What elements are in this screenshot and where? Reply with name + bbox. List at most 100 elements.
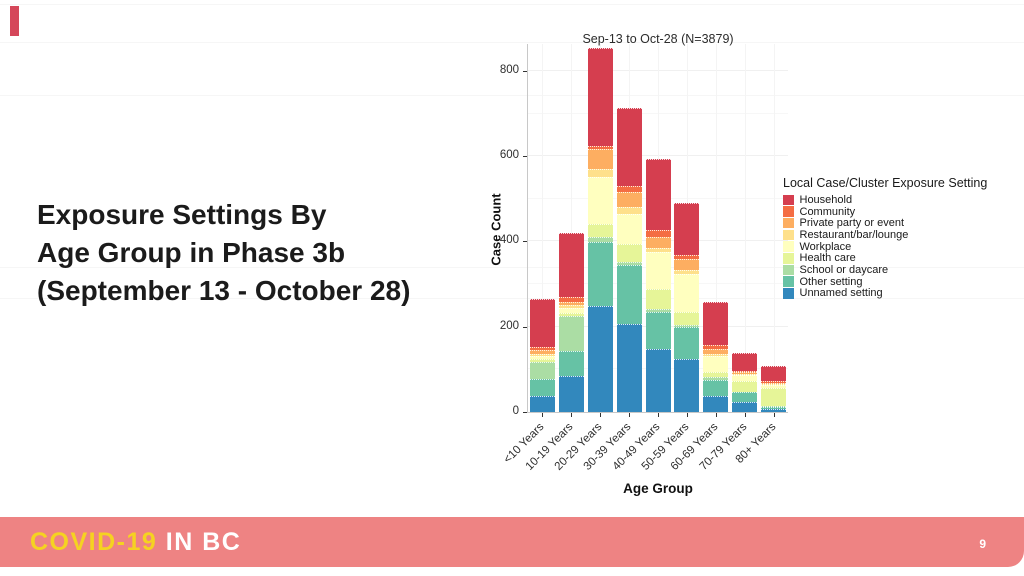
template-line (0, 95, 1024, 96)
bar-segment-health-care (587, 223, 613, 238)
legend-item: Private party or event (783, 217, 1018, 229)
bar-segment-workplace (616, 213, 642, 244)
template-line (0, 267, 1024, 268)
x-tick-mark (686, 413, 688, 417)
bar-segment-health-care (761, 388, 787, 407)
x-tick-mark (658, 413, 659, 417)
x-tick-mark (744, 413, 746, 417)
bar-segment-unnamed-setting (761, 409, 787, 412)
template-line (0, 42, 1024, 43)
y-tick-label: 400 (499, 234, 519, 247)
bar-segment-school-or-daycare (674, 324, 700, 328)
gridline-vertical (542, 44, 544, 412)
bar-segment-other-setting (761, 406, 787, 410)
bar-segment-household (587, 47, 613, 146)
y-tick-label: 0 (512, 405, 519, 417)
bar-segment-school-or-daycare (587, 237, 613, 243)
bar-segment-restaurant-bar-lounge (761, 383, 787, 385)
bar-segment-private-party-or-event (616, 191, 642, 207)
legend-item: Health care (783, 252, 1018, 264)
footer-brand-inbc: IN BC (157, 527, 242, 556)
bar-segment-other-setting (587, 242, 613, 307)
bar-segment-unnamed-setting (558, 375, 584, 412)
bar-segment-private-party-or-event (732, 372, 758, 375)
legend-swatch-icon (783, 229, 794, 241)
legend-label: Household (799, 193, 853, 206)
bar-segment-community (558, 296, 584, 302)
bar-segment-community (674, 255, 700, 259)
y-tick-mark (523, 412, 527, 413)
bar-segment-household (732, 352, 758, 372)
bar-segment-workplace (529, 355, 555, 360)
x-axis-line (527, 412, 788, 413)
y-tick-mark (523, 70, 527, 72)
x-tick-mark (600, 413, 602, 417)
x-axis-label: Age Group (623, 481, 693, 496)
legend-swatch-icon (783, 276, 794, 287)
slide-title-line-3: (September 13 - October 28) (37, 275, 411, 306)
bar-segment-health-care (616, 243, 642, 262)
legend-swatch-icon (783, 288, 794, 299)
x-tick-mark (773, 413, 775, 417)
bar-segment-health-care (558, 313, 584, 316)
bar-segment-restaurant-bar-lounge (674, 270, 700, 274)
bar-segment-community (616, 186, 642, 192)
x-tick-mark (571, 413, 573, 417)
legend-items: Household Community Private party or event… (783, 194, 1018, 299)
slide-title: Exposure Settings By Age Group in Phase … (37, 196, 497, 310)
bar-segment-private-party-or-event (529, 350, 555, 354)
bar-segment-school-or-daycare (732, 391, 758, 393)
bar-segment-restaurant-bar-lounge (616, 206, 642, 214)
legend-item: Community (783, 206, 1018, 218)
bar-segment-unnamed-setting (587, 306, 613, 412)
legend-label: School or daycare (799, 263, 889, 276)
bar-segment-household (674, 203, 700, 256)
legend-swatch-icon (783, 264, 794, 276)
bar-segment-workplace (645, 252, 671, 289)
bar-segment-private-party-or-event (645, 237, 671, 249)
gridline-vertical (773, 44, 775, 412)
chart-title: Sep-13 to Oct-28 (N=3879) (582, 32, 734, 46)
gridline-vertical (715, 44, 717, 412)
gridline-vertical (744, 44, 746, 412)
bar-segment-community (587, 145, 613, 150)
bar-segment-health-care (703, 371, 729, 378)
bar-segment-school-or-daycare (761, 405, 787, 407)
bar-segment-community (529, 347, 555, 351)
bar-segment-household (761, 366, 787, 382)
legend-label: Workplace (799, 240, 852, 253)
bar-segment-other-setting (674, 327, 700, 359)
legend-item: School or daycare (783, 264, 1018, 276)
legend-swatch-icon (783, 194, 794, 206)
footer-brand: COVID-19 IN BC (30, 528, 241, 557)
bar-segment-school-or-daycare (645, 308, 671, 313)
bar-segment-restaurant-bar-lounge (558, 305, 584, 308)
gridline-vertical (571, 44, 573, 412)
bar-segment-community (732, 371, 758, 373)
bar-segment-unnamed-setting (616, 323, 642, 412)
y-tick-mark (523, 241, 527, 243)
footer-brand-covid: COVID-19 (30, 527, 158, 556)
legend-item: Household (783, 194, 1018, 206)
legend-item: Workplace (783, 241, 1018, 253)
bar-segment-household (645, 158, 671, 230)
bar-segment-private-party-or-event (761, 382, 787, 384)
bar-segment-unnamed-setting (529, 396, 555, 412)
y-tick-label: 200 (499, 319, 519, 332)
bar-segment-other-setting (703, 380, 729, 397)
template-line (0, 298, 1024, 299)
template-line (0, 4, 1024, 5)
bar-segment-private-party-or-event (558, 302, 584, 306)
legend-label: Community (799, 205, 856, 218)
bar-segment-workplace (587, 176, 613, 224)
y-tick-label: 600 (499, 149, 519, 162)
plot-area (528, 44, 788, 412)
x-tick-mark (629, 413, 631, 417)
chart-legend: Local Case/Cluster Exposure Setting Hous… (783, 176, 1018, 299)
bar-segment-unnamed-setting (703, 396, 729, 412)
bar-segment-school-or-daycare (616, 261, 642, 266)
legend-title: Local Case/Cluster Exposure Setting (783, 176, 988, 190)
bar-segment-private-party-or-event (703, 348, 729, 355)
slide-title-line-1: Exposure Settings By (37, 199, 327, 230)
